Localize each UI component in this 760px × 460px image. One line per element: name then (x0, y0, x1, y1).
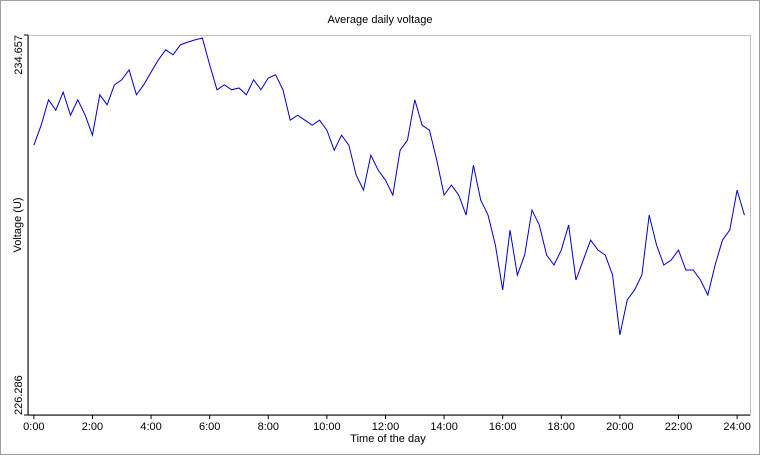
plot-frame (28, 35, 751, 416)
y-tick-label: 234.657 (13, 35, 25, 75)
x-tick-label: 16:00 (489, 421, 517, 433)
x-tick-label: 6:00 (199, 421, 220, 433)
x-tick-label: 4:00 (140, 421, 161, 433)
x-tick-label: 18:00 (548, 421, 576, 433)
x-axis-label: Time of the day (350, 433, 426, 445)
x-tick-label: 8:00 (258, 421, 279, 433)
x-tick-label: 10:00 (313, 421, 341, 433)
x-tick-label: 14:00 (430, 421, 458, 433)
x-tick-label: 12:00 (372, 421, 400, 433)
x-tick-label: 0:00 (23, 421, 44, 433)
y-axis-label: Voltage (U) (12, 197, 24, 252)
line-series (33, 37, 745, 336)
x-tick-label: 24:00 (723, 421, 751, 433)
x-tick-label: 20:00 (606, 421, 634, 433)
y-tick-label: 226.286 (13, 375, 25, 415)
chart-title: Average daily voltage (328, 14, 433, 26)
x-tick-label: 22:00 (665, 421, 693, 433)
x-tick-label: 2:00 (82, 421, 103, 433)
